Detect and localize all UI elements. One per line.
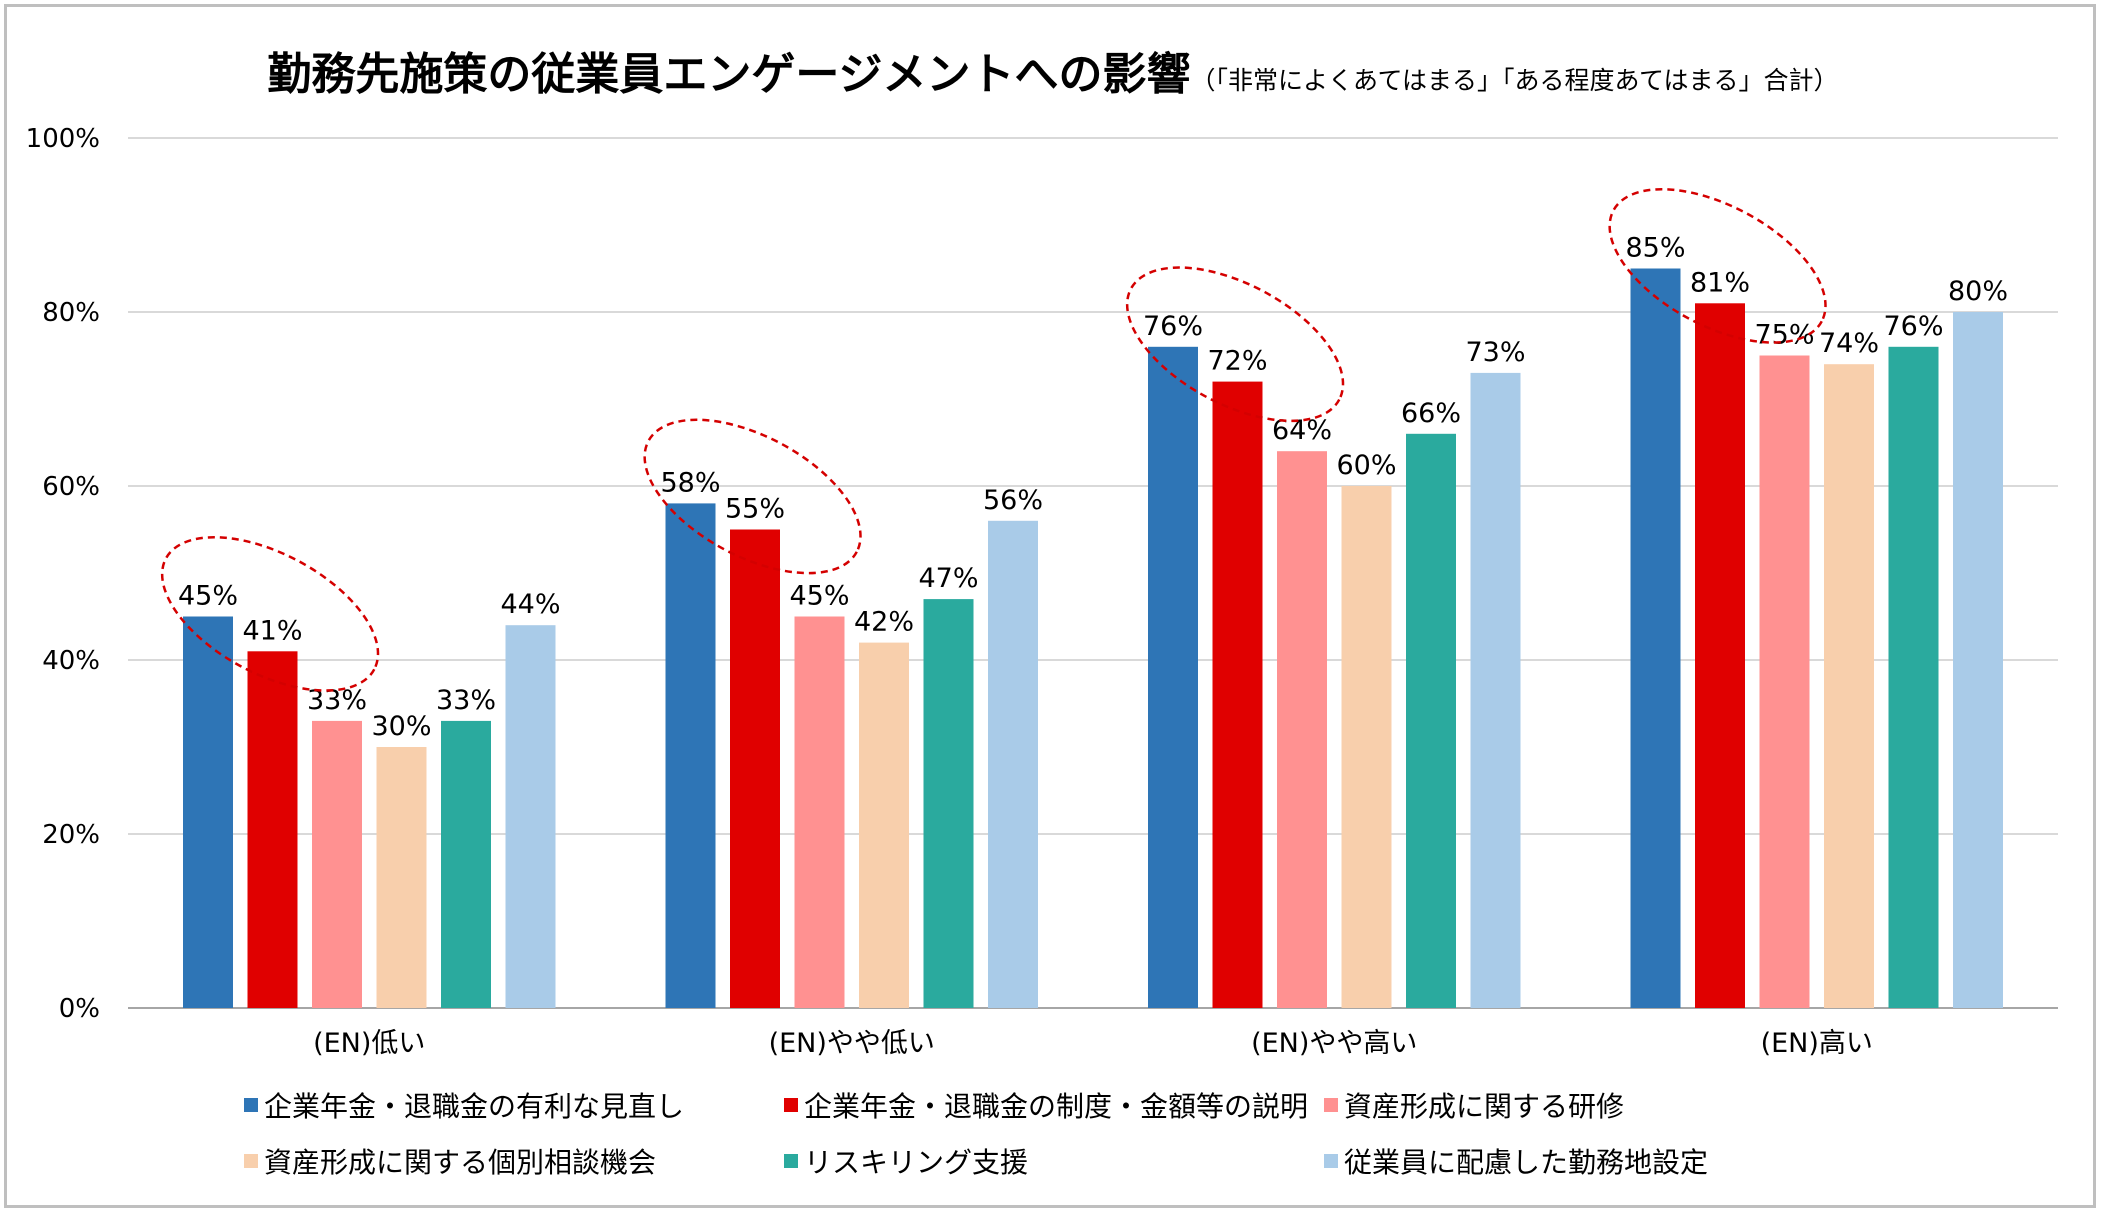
data-label: 76%	[1883, 311, 1943, 342]
bar	[859, 642, 909, 1008]
legend-swatch	[1324, 1154, 1338, 1168]
legend-label: 企業年金・退職金の有利な見直し	[264, 1090, 685, 1123]
data-label: 47%	[918, 563, 978, 594]
data-label: 72%	[1207, 346, 1267, 377]
legend-item: 資産形成に関する個別相談機会	[244, 1144, 784, 1179]
data-label: 41%	[242, 615, 302, 646]
legend-swatch	[244, 1098, 258, 1112]
legend-label: リスキリング支援	[804, 1146, 1029, 1179]
bar	[312, 720, 362, 1008]
data-label: 66%	[1401, 398, 1461, 429]
bar	[1277, 451, 1327, 1008]
data-label: 75%	[1754, 320, 1814, 351]
legend-swatch	[784, 1098, 798, 1112]
bar	[183, 616, 233, 1008]
x-tick-label: (EN)低い	[313, 1028, 425, 1059]
legend-swatch	[784, 1154, 798, 1168]
bar	[505, 625, 556, 1008]
legend-label: 資産形成に関する研修	[1344, 1090, 1625, 1123]
x-axis: (EN)低い (EN)やや低い (EN)やや高い (EN)高い	[313, 1028, 1873, 1059]
data-label: 81%	[1690, 267, 1750, 298]
legend-label: 企業年金・退職金の制度・金額等の説明	[804, 1090, 1309, 1123]
data-label: 74%	[1819, 328, 1879, 359]
legend-item: 企業年金・退職金の有利な見直し	[244, 1088, 784, 1123]
bar	[730, 529, 780, 1008]
x-tick-label: (EN)やや低い	[769, 1028, 935, 1059]
legend-swatch	[244, 1154, 258, 1168]
highlight-ellipse	[643, 418, 862, 575]
bar	[1888, 346, 1939, 1008]
y-tick-label: 100%	[26, 124, 100, 154]
bar	[1953, 312, 2003, 1008]
y-tick-label: 0%	[59, 994, 100, 1024]
bars	[183, 268, 2003, 1009]
x-tick-label: (EN)高い	[1761, 1028, 1873, 1059]
x-tick-label: (EN)やや高い	[1251, 1028, 1417, 1059]
chart-title-sub: （「非常によくあてはまる」「ある程度あてはまる」合計）	[1190, 66, 1839, 95]
y-axis: 0% 20% 40% 60% 80% 100%	[26, 124, 100, 1024]
bar	[376, 747, 427, 1008]
legend-item: 資産形成に関する研修	[1324, 1088, 1904, 1123]
bar	[988, 520, 1038, 1008]
y-tick-label: 60%	[42, 472, 100, 502]
legend-swatch	[1324, 1098, 1338, 1112]
bar	[1695, 303, 1745, 1008]
chart-title: 勤務先施策の従業員エンゲージメントへの影響（「非常によくあてはまる」「ある程度あ…	[0, 38, 2106, 102]
data-label: 30%	[371, 711, 431, 742]
y-tick-label: 20%	[42, 820, 100, 850]
bar	[247, 651, 298, 1008]
bar	[441, 720, 491, 1008]
data-label: 85%	[1625, 233, 1685, 264]
bar	[1470, 372, 1521, 1008]
chart-legend: 企業年金・退職金の有利な見直し 企業年金・退職金の制度・金額等の説明 資産形成に関す…	[244, 1088, 1904, 1179]
bar	[1759, 355, 1810, 1008]
legend-item: 従業員に配慮した勤務地設定	[1324, 1144, 1904, 1179]
data-label: 58%	[660, 467, 720, 498]
bar	[665, 503, 716, 1008]
bar	[1406, 433, 1456, 1008]
data-label: 76%	[1143, 311, 1203, 342]
data-label: 60%	[1336, 450, 1396, 481]
legend-item: リスキリング支援	[784, 1144, 1324, 1179]
data-label: 56%	[983, 485, 1043, 516]
data-label: 44%	[500, 589, 560, 620]
data-label: 45%	[178, 581, 238, 612]
data-label: 33%	[436, 685, 496, 716]
legend-label: 従業員に配慮した勤務地設定	[1344, 1146, 1709, 1179]
legend-label: 資産形成に関する個別相談機会	[264, 1146, 657, 1179]
y-tick-label: 40%	[42, 646, 100, 676]
bar	[923, 599, 974, 1008]
data-label: 55%	[725, 494, 785, 525]
bar	[1148, 346, 1198, 1008]
y-tick-label: 80%	[42, 298, 100, 328]
data-label: 80%	[1948, 276, 2008, 307]
legend-item: 企業年金・退職金の制度・金額等の説明	[784, 1088, 1324, 1123]
bar	[1824, 364, 1874, 1008]
bar	[794, 616, 845, 1008]
highlight-ellipse	[160, 535, 380, 692]
bar	[1630, 268, 1681, 1008]
data-label: 73%	[1465, 337, 1525, 368]
bar	[1341, 486, 1392, 1008]
bar	[1212, 381, 1263, 1009]
chart-title-main: 勤務先施策の従業員エンゲージメントへの影響	[267, 49, 1191, 100]
data-labels: 45%41%33%30%33%44%58%55%45%42%47%56%76%7…	[178, 233, 2008, 743]
data-label: 42%	[854, 607, 914, 638]
data-label: 45%	[789, 581, 849, 612]
